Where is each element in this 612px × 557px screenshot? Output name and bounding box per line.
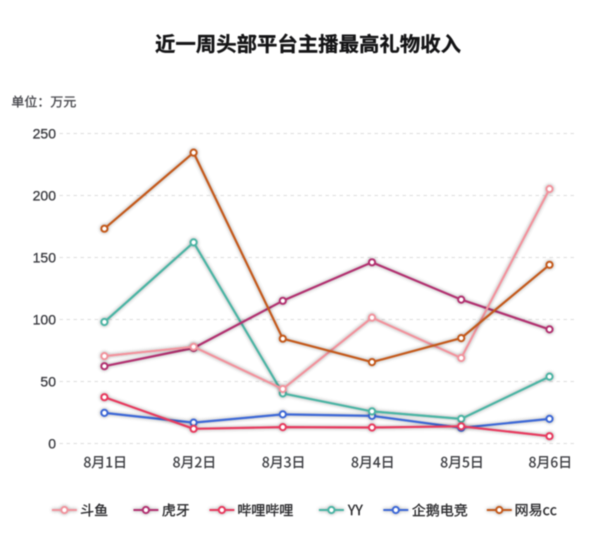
svg-text:0: 0 (48, 436, 56, 452)
svg-text:150: 150 (33, 250, 57, 266)
svg-text:50: 50 (40, 374, 56, 390)
svg-text:100: 100 (33, 312, 57, 328)
svg-text:200: 200 (33, 188, 57, 204)
svg-text:250: 250 (33, 126, 57, 142)
